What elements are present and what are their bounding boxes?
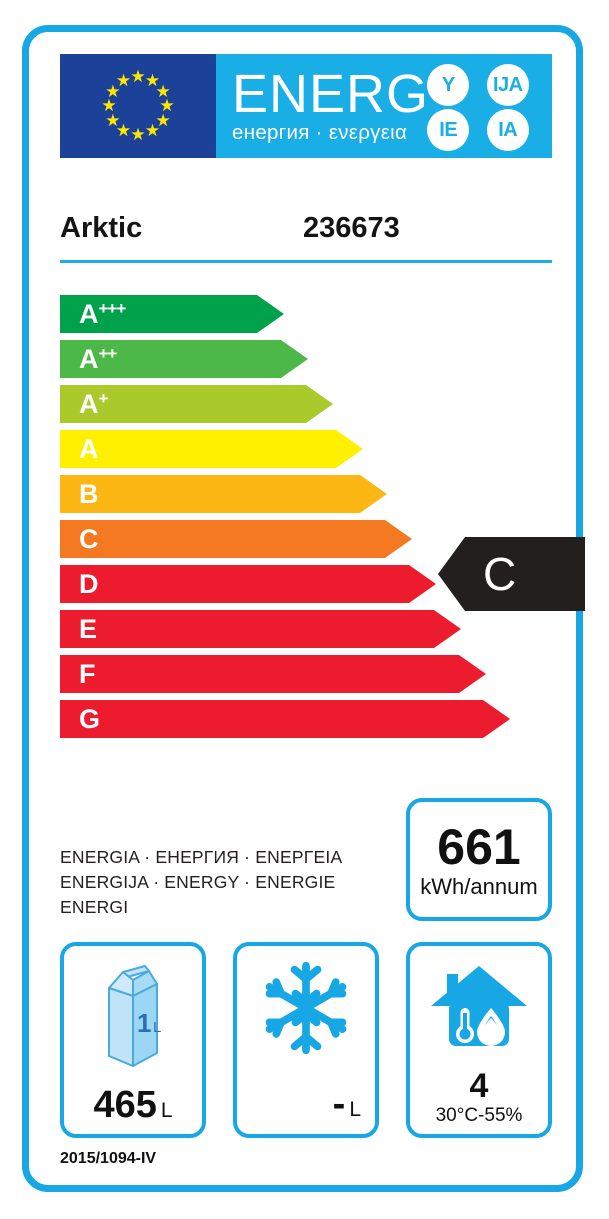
energy-class-bar-tip-icon <box>434 610 461 648</box>
energy-class-bar-tip-icon <box>409 565 436 603</box>
energ-subtitle: енергия · ενεργεια <box>232 121 408 145</box>
energy-consumption-unit: kWh/annum <box>420 873 538 899</box>
energy-class-bar-c: C <box>60 520 412 558</box>
energy-class-row: B <box>60 475 387 513</box>
label-header: ENERG енергия · ενεργεια Y IJA IE IA <box>60 54 552 158</box>
energy-class-bar-body: A+++ <box>60 295 257 333</box>
language-badge-ija: IJA <box>486 64 529 106</box>
energy-consumption-value: 661 <box>437 818 521 875</box>
energy-class-bar-body: A+ <box>60 385 306 423</box>
energy-class-letter: E <box>79 613 98 644</box>
energia-line-2: ENERGIJA · ENERGY · ENERGIE <box>60 872 336 892</box>
energ-wordmark: ENERG <box>232 64 430 125</box>
energy-rating-arrow: C <box>438 537 585 611</box>
snowflake-icon <box>237 958 375 1058</box>
brand-model-row: Arktic 236673 <box>60 204 552 263</box>
model-number: 236673 <box>303 212 400 244</box>
eu-flag-icon <box>60 54 216 158</box>
freezer-volume-value-group: -L <box>333 1083 361 1126</box>
energy-class-bar-b: B <box>60 475 387 513</box>
milk-carton-icon: 1 L <box>64 958 202 1083</box>
energy-class-bar-tip-icon <box>306 385 333 423</box>
fridge-volume-unit: L <box>160 1099 173 1123</box>
energy-class-bar-tip-icon <box>360 475 387 513</box>
energy-class-bar-body: D <box>60 565 409 603</box>
energy-class-letter: B <box>79 478 99 509</box>
rating-arrow-body: C <box>465 537 585 611</box>
energy-class-bar-e: E <box>60 610 461 648</box>
energy-class-bar-body: A++ <box>60 340 281 378</box>
energy-class-bar-f: F <box>60 655 486 693</box>
energy-class-letter: G <box>79 703 101 734</box>
energy-class-bar-a: A <box>60 430 363 468</box>
energy-class-letter: A+++ <box>79 298 127 329</box>
energy-class-row: A <box>60 430 363 468</box>
freezer-volume-unit: L <box>349 1098 361 1121</box>
climate-class-number: 4 <box>469 1067 489 1106</box>
energy-class-letter: F <box>79 658 96 689</box>
energy-class-letter: A+ <box>79 388 109 419</box>
energy-class-bar-tip-icon <box>257 295 284 333</box>
energy-class-bar-tip-icon <box>281 340 308 378</box>
energy-class-row: A++ <box>60 340 308 378</box>
fridge-volume-value-group: 465 L <box>64 1084 202 1127</box>
energy-class-bar-aplusplus: A++ <box>60 340 308 378</box>
freezer-volume-value: - <box>332 1083 346 1125</box>
energia-line-1: ENERGIA · ЕНЕРГИЯ · ΕΝΕΡΓΕΙΑ <box>60 847 343 867</box>
house-climate-icon <box>410 958 548 1054</box>
freezer-volume-box: -L <box>233 942 379 1138</box>
energy-consumption-box: 661 kWh/annum <box>406 798 552 921</box>
climate-class-box: 4 30°C-55% <box>406 942 552 1138</box>
energy-class-row: D <box>60 565 436 603</box>
energy-class-bar-body: E <box>60 610 434 648</box>
fridge-volume-box: 1 L 465 L <box>60 942 206 1138</box>
rating-arrow-tip-icon <box>438 537 465 611</box>
energy-class-bar-body: F <box>60 655 459 693</box>
energ-banner: ENERG енергия · ενεργεια Y IJA IE IA <box>216 54 552 158</box>
energy-class-row: F <box>60 655 486 693</box>
energy-class-plus-signs: + <box>98 388 109 408</box>
energy-label-frame: ENERG енергия · ενεργεια Y IJA IE IA Ark… <box>22 25 585 1192</box>
climate-class-range: 30°C-55% <box>435 1105 523 1127</box>
fridge-volume-value: 465 <box>93 1084 157 1127</box>
energy-class-row: A+++ <box>60 295 284 333</box>
energy-class-letter: C <box>79 523 99 554</box>
energy-class-bar-tip-icon <box>459 655 486 693</box>
svg-text:1: 1 <box>137 1008 151 1038</box>
energy-class-bar-d: D <box>60 565 436 603</box>
energy-class-bar-tip-icon <box>385 520 412 558</box>
energy-class-letter: D <box>79 568 99 599</box>
energy-class-row: C <box>60 520 412 558</box>
rating-class-letter: C <box>483 548 517 600</box>
energy-class-bar-body: B <box>60 475 360 513</box>
energia-language-list: ENERGIA · ЕНЕРГИЯ · ΕΝΕΡΓΕΙΑ ENERGIJA · … <box>60 845 410 920</box>
energy-class-row: E <box>60 610 461 648</box>
language-badge-y: Y <box>427 64 470 106</box>
energy-class-bar-body: C <box>60 520 385 558</box>
energy-class-bar-g: G <box>60 700 510 738</box>
language-badge-ia: IA <box>486 109 529 151</box>
energy-class-plus-signs: +++ <box>98 298 127 318</box>
climate-class-value-group: 4 30°C-55% <box>410 1069 548 1126</box>
energia-line-3: ENERGI <box>60 897 129 917</box>
energy-class-bar-aplusplusplus: A+++ <box>60 295 284 333</box>
language-badge-ie: IE <box>427 109 470 151</box>
energy-class-bar-tip-icon <box>483 700 510 738</box>
energy-class-row: G <box>60 700 510 738</box>
language-badges: Y IJA IE IA <box>420 64 536 151</box>
energy-class-letter: A++ <box>79 343 118 374</box>
energy-class-bar-tip-icon <box>336 430 363 468</box>
energy-class-letter: A <box>79 433 99 464</box>
energy-class-plus-signs: ++ <box>98 343 118 363</box>
energy-class-bar-body: G <box>60 700 483 738</box>
energy-class-scale: A+++ A++ A+ A B C D E F G <box>60 295 552 745</box>
regulation-reference: 2015/1094-IV <box>60 1150 157 1167</box>
energy-class-bar-aplus: A+ <box>60 385 333 423</box>
energ-logo-text: ENERG енергия · ενεργεια <box>232 64 430 145</box>
svg-text:L: L <box>153 1019 161 1036</box>
brand-name: Arktic <box>60 212 143 244</box>
energy-class-bar-body: A <box>60 430 336 468</box>
energy-class-row: A+ <box>60 385 333 423</box>
